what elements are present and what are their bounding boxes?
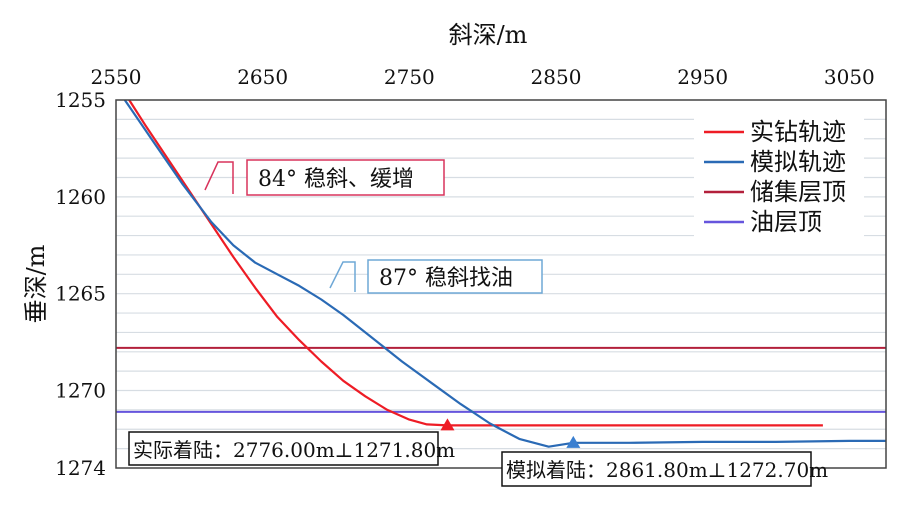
- landing-label-simulated-text: 模拟着陆：2861.80m⊥1272.70m: [506, 458, 828, 482]
- x-tick-labels: 2550 2650 2750 2850 2950 3050: [91, 65, 875, 89]
- x-tick-label: 2550: [91, 65, 142, 89]
- annotation-87-box: [367, 259, 543, 294]
- annotation-84-pointer: [204, 161, 234, 194]
- reference-lines: [116, 346, 886, 413]
- series-line-1: [123, 99, 886, 448]
- landing-marker-1: [566, 435, 581, 448]
- plot-frame: [115, 99, 887, 469]
- legend-label-simulated: 模拟轨迹: [750, 148, 846, 176]
- y-tick-label: 1274: [55, 456, 106, 480]
- legend-label-reservoir-top: 储集层顶: [750, 178, 846, 206]
- landing-label-simulated-box: [501, 451, 812, 487]
- annotation-87-pointer: [329, 261, 356, 292]
- x-axis-title: 斜深/m: [449, 21, 528, 49]
- landing-marker-0: [440, 418, 455, 431]
- y-tick-label: 1255: [55, 88, 106, 112]
- x-tick-label: 3050: [824, 65, 875, 89]
- x-tick-label: 2750: [384, 65, 435, 89]
- y-tick-label: 1260: [55, 185, 106, 209]
- landing-markers: [440, 418, 581, 448]
- x-tick-label: 2950: [677, 65, 728, 89]
- landing-label-simulated: 模拟着陆：2861.80m⊥1272.70m: [501, 451, 828, 487]
- y-tick-labels: 1255 1260 1265 1270 1274: [55, 88, 106, 480]
- y-tick-label: 1265: [55, 282, 106, 306]
- y-tick-label: 1270: [55, 379, 106, 403]
- legend: 实钻轨迹 模拟轨迹 储集层顶 油层顶: [694, 118, 864, 246]
- annotation-87-text: 87° 稳斜找油: [379, 266, 513, 291]
- annotation-84-box: [246, 159, 445, 196]
- landing-label-actual-text: 实际着陆：2776.00m⊥1271.80m: [133, 438, 455, 462]
- series-lines: [123, 99, 886, 448]
- annotation-87: 87° 稳斜找油: [329, 259, 543, 294]
- legend-label-oil-layer-top: 油层顶: [750, 208, 822, 236]
- x-tick-label: 2650: [237, 65, 288, 89]
- annotation-84: 84° 稳斜、缓增: [204, 159, 445, 196]
- annotation-84-text: 84° 稳斜、缓增: [258, 167, 414, 192]
- x-tick-label: 2850: [531, 65, 582, 89]
- legend-background: [694, 118, 864, 246]
- landing-label-actual-box: [128, 431, 439, 466]
- legend-label-actual: 实钻轨迹: [750, 118, 846, 146]
- landing-label-actual: 实际着陆：2776.00m⊥1271.80m: [128, 431, 455, 466]
- y-axis-title: 垂深/m: [22, 244, 50, 323]
